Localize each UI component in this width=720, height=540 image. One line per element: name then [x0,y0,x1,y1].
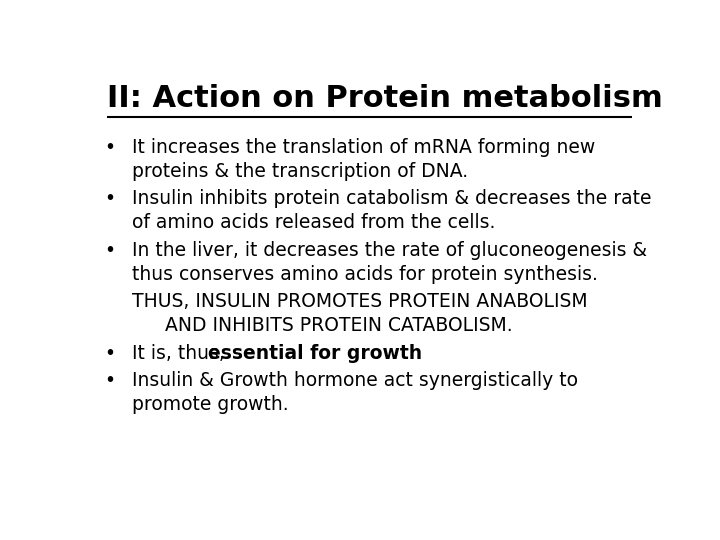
Text: .: . [374,344,380,363]
Text: Insulin inhibits protein catabolism & decreases the rate: Insulin inhibits protein catabolism & de… [132,189,652,208]
Text: proteins & the transcription of DNA.: proteins & the transcription of DNA. [132,161,468,181]
Text: •: • [104,371,115,390]
Text: promote growth.: promote growth. [132,395,289,414]
Text: It increases the translation of mRNA forming new: It increases the translation of mRNA for… [132,138,595,157]
Text: thus conserves amino acids for protein synthesis.: thus conserves amino acids for protein s… [132,265,598,284]
Text: •: • [104,241,115,260]
Text: It is, thus,: It is, thus, [132,344,230,363]
Text: •: • [104,189,115,208]
Text: In the liver, it decreases the rate of gluconeogenesis &: In the liver, it decreases the rate of g… [132,241,647,260]
Text: II: Action on Protein metabolism: II: Action on Protein metabolism [107,84,662,112]
Text: •: • [104,344,115,363]
Text: •: • [104,138,115,157]
Text: of amino acids released from the cells.: of amino acids released from the cells. [132,213,495,232]
Text: THUS, INSULIN PROMOTES PROTEIN ANABOLISM: THUS, INSULIN PROMOTES PROTEIN ANABOLISM [132,292,588,311]
Text: essential for growth: essential for growth [209,344,423,363]
Text: Insulin & Growth hormone act synergistically to: Insulin & Growth hormone act synergistic… [132,371,578,390]
Text: AND INHIBITS PROTEIN CATABOLISM.: AND INHIBITS PROTEIN CATABOLISM. [166,316,513,335]
